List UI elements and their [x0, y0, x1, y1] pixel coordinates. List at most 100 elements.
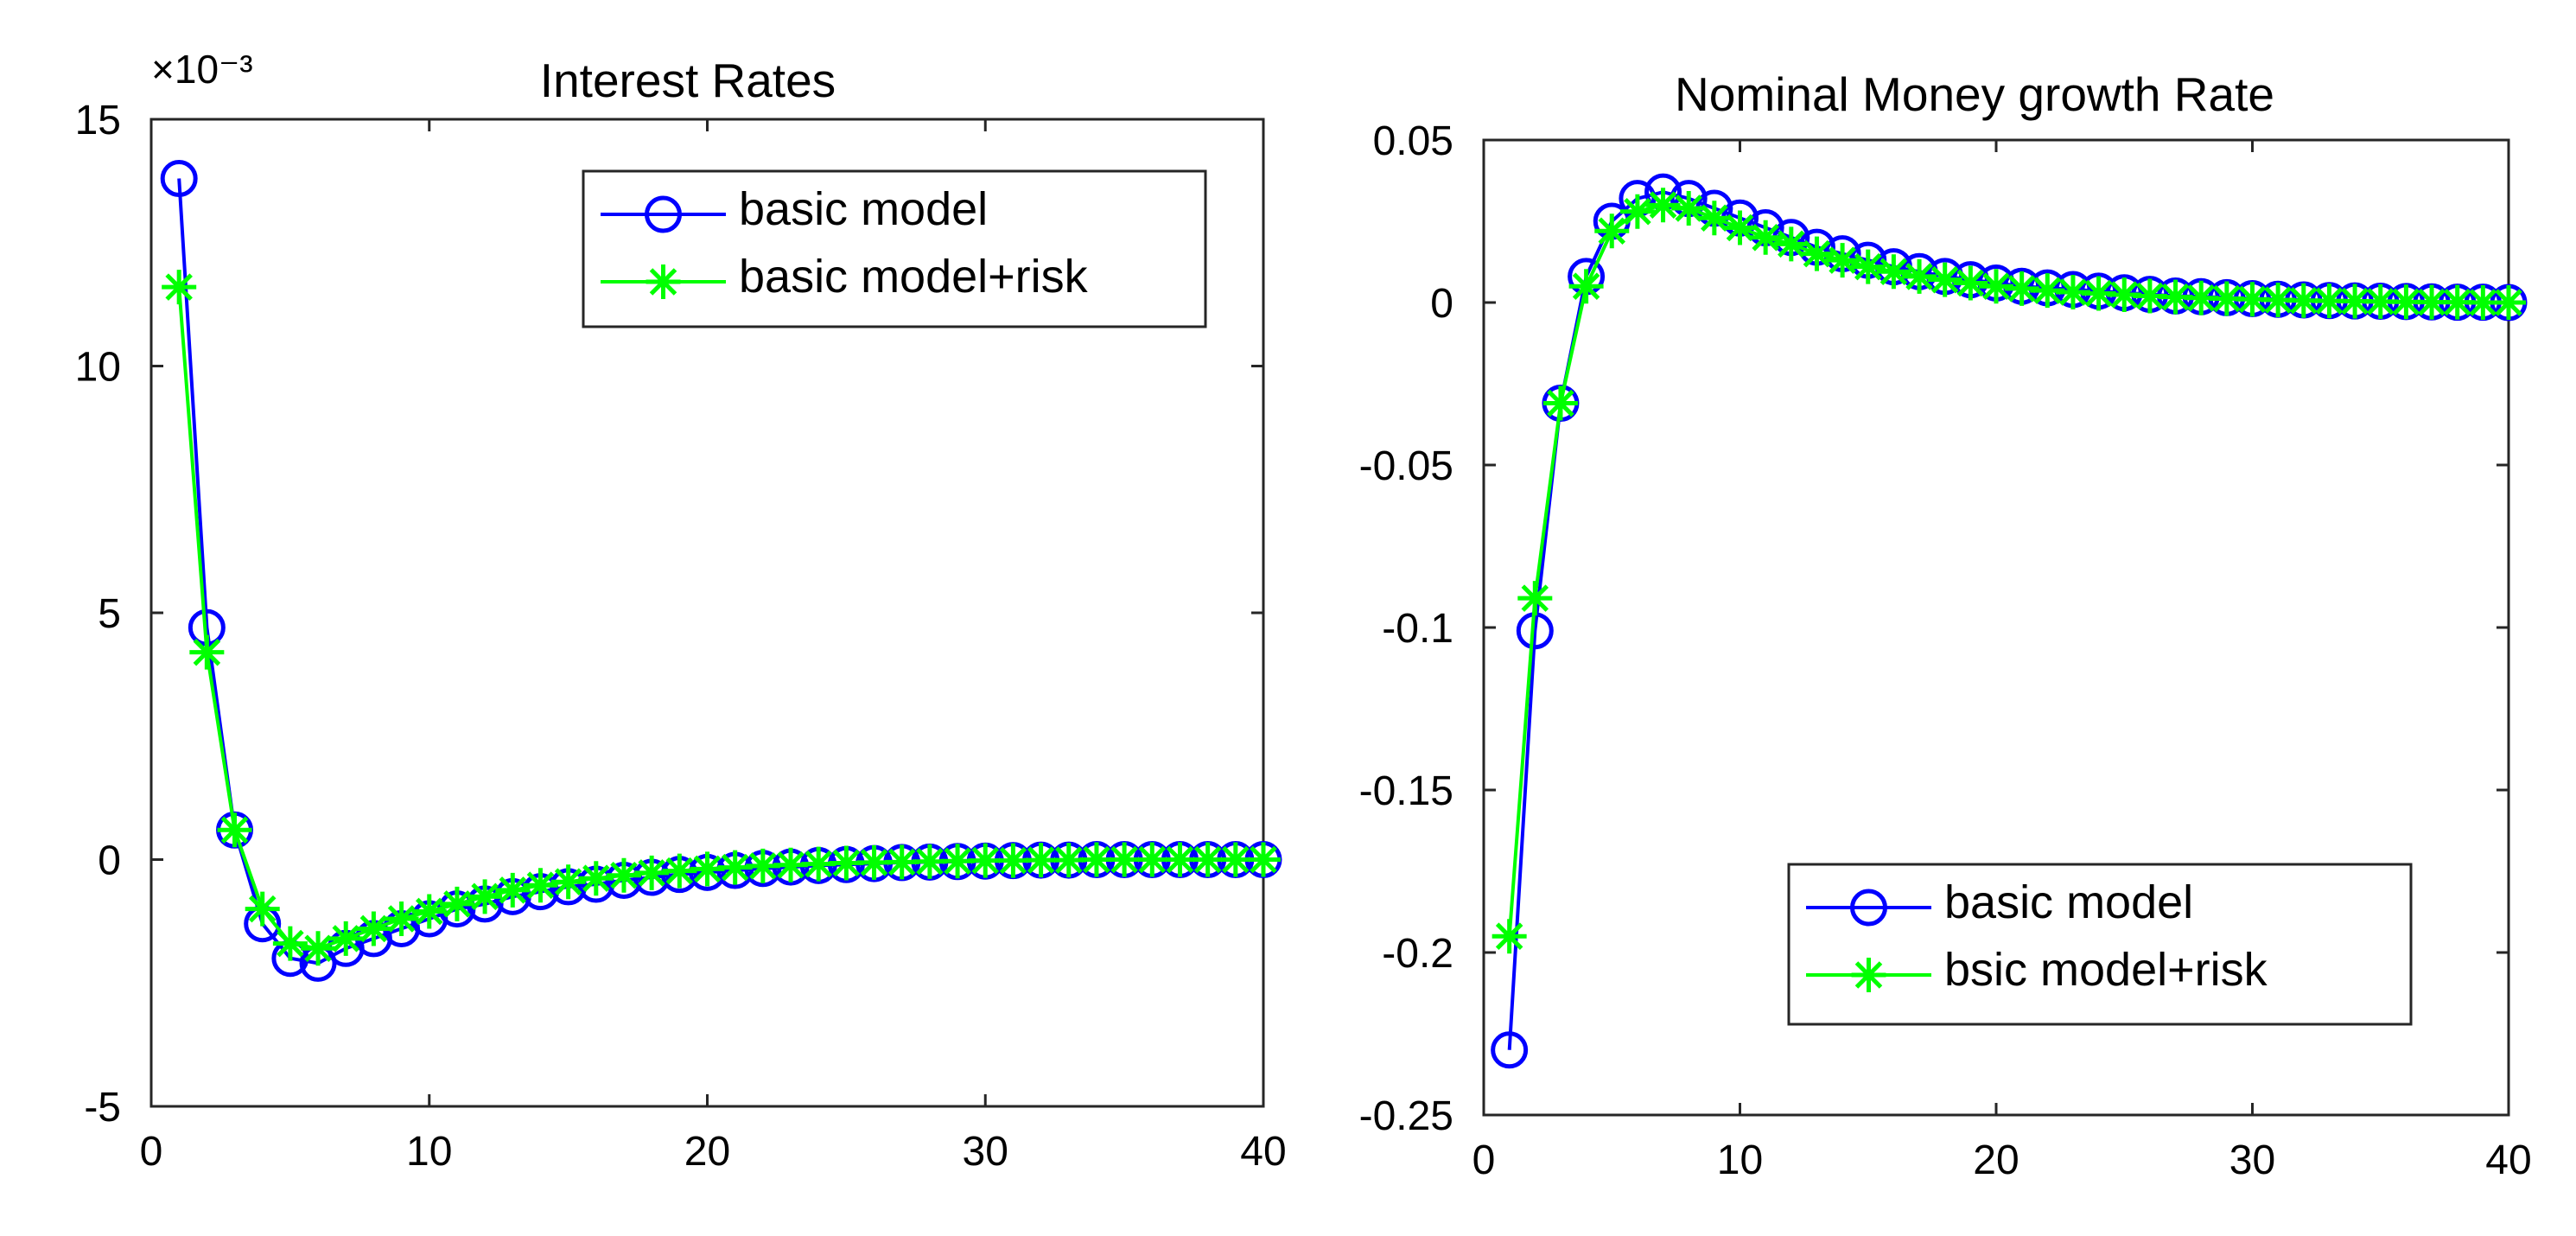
- legend-box: [582, 169, 1207, 328]
- chart-nominal-money-growth-rate: 0 10 20 30 40 0.05 0 -0.05 -0.1 -0.15 -0.2 -0.25 Nom…: [1359, 67, 2532, 1183]
- data-point: [2312, 284, 2347, 319]
- data-point: [1542, 385, 1578, 421]
- data-point: [272, 926, 308, 961]
- legend: basic model basic model+risk: [582, 169, 1207, 328]
- chart-title: Interest Rates: [540, 54, 836, 107]
- data-point: [1107, 842, 1142, 877]
- data-point: [1799, 236, 1835, 271]
- data-point: [1927, 262, 1962, 297]
- x-tick-label: 20: [684, 1129, 730, 1175]
- legend-label: basic model: [1944, 876, 2193, 928]
- y-tick-label: 10: [75, 345, 121, 391]
- data-point: [356, 911, 391, 946]
- y-tick-label: -5: [84, 1085, 121, 1131]
- y-tick-label: 0.05: [1373, 118, 1453, 164]
- x-tick-label: 0: [1472, 1137, 1496, 1183]
- data-point: [2414, 284, 2450, 320]
- data-point: [2388, 284, 2424, 320]
- y-tick-label: 0: [98, 838, 121, 884]
- data-point: [1748, 220, 1784, 255]
- data-point: [467, 879, 503, 914]
- data-point: [801, 846, 836, 882]
- data-point: [439, 886, 474, 921]
- data-point: [1246, 842, 1281, 877]
- data-point: [1051, 843, 1086, 878]
- data-point: [578, 861, 614, 896]
- data-point: [995, 843, 1031, 878]
- data-point: [217, 812, 252, 848]
- data-point: [2184, 280, 2219, 315]
- data-point: [523, 868, 558, 903]
- data-point: [495, 872, 531, 908]
- data-point: [856, 844, 892, 880]
- data-point: [2132, 278, 2167, 314]
- data-point: [1773, 226, 1809, 262]
- data-point: [1876, 254, 1911, 290]
- x-tick-label: 20: [1973, 1137, 2019, 1183]
- data-point: [2363, 284, 2398, 319]
- legend-marker: [645, 195, 682, 233]
- data-point: [2286, 283, 2321, 318]
- data-point: [1162, 842, 1198, 877]
- legend-marker: [646, 264, 681, 299]
- data-point: [1517, 581, 1553, 616]
- data-point: [2337, 284, 2373, 319]
- x-tick-label: 30: [963, 1129, 1008, 1175]
- data-point: [550, 864, 586, 900]
- x-tick-label: 10: [406, 1129, 452, 1175]
- data-point: [1492, 919, 1527, 954]
- data-point: [606, 857, 641, 893]
- data-point: [2055, 274, 2090, 309]
- y-tick-label: -0.1: [1382, 606, 1453, 652]
- x-tick-label: 0: [140, 1129, 163, 1175]
- data-point: [829, 845, 864, 881]
- data-point: [662, 853, 697, 889]
- y-tick-label: -0.2: [1382, 931, 1453, 977]
- x-tick-label: 40: [1240, 1129, 1286, 1175]
- data-point: [384, 902, 419, 937]
- legend-label: bsic model+risk: [1944, 944, 2268, 996]
- data-point: [2158, 279, 2193, 315]
- data-point: [745, 848, 780, 883]
- data-point: [1850, 249, 1886, 284]
- data-point: [1594, 213, 1630, 249]
- data-point: [2439, 284, 2475, 320]
- data-point: [189, 634, 225, 670]
- data-point: [2491, 285, 2526, 320]
- legend-label: basic model: [739, 183, 988, 235]
- x-tick-label: 10: [1717, 1137, 1763, 1183]
- x-tick-label: 30: [2229, 1137, 2275, 1183]
- x-tick-label: 40: [2485, 1137, 2531, 1183]
- data-point: [1135, 842, 1170, 877]
- data-point: [940, 844, 976, 879]
- data-point: [1023, 843, 1059, 878]
- data-point: [634, 855, 670, 890]
- y-tick-label: -0.15: [1359, 768, 1453, 814]
- chart-interest-rates: 0 10 20 30 40 15 10 5 0 -5 ×10⁻³ Interest Rates basi…: [75, 47, 1287, 1175]
- data-point: [1078, 842, 1114, 877]
- data-point: [301, 931, 336, 966]
- data-point: [690, 851, 725, 887]
- data-point: [1722, 210, 1758, 245]
- data-point: [2465, 285, 2501, 320]
- data-point: [160, 160, 198, 198]
- y-tick-label: 5: [98, 591, 121, 637]
- data-point: [1902, 258, 1937, 294]
- data-point: [2004, 271, 2039, 306]
- data-point: [2107, 277, 2142, 312]
- data-point: [1619, 194, 1655, 229]
- data-point: [912, 844, 947, 879]
- data-point: [717, 850, 753, 885]
- data-point: [1190, 842, 1225, 877]
- y-tick-label: 15: [75, 98, 121, 143]
- data-point: [1568, 269, 1604, 304]
- legend-label: basic model+risk: [739, 251, 1089, 303]
- data-point: [411, 894, 447, 929]
- data-point: [2030, 273, 2065, 309]
- data-point: [773, 847, 809, 882]
- data-point: [968, 843, 1003, 878]
- y-tick-label: -0.05: [1359, 443, 1453, 489]
- data-point: [1953, 265, 1988, 301]
- data-point: [2209, 281, 2244, 316]
